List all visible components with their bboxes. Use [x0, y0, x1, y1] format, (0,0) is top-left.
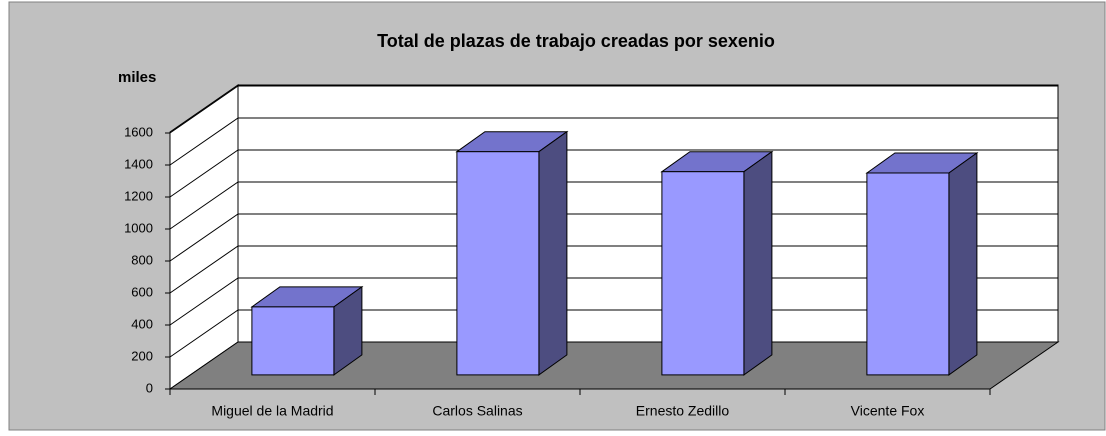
bar	[661, 171, 745, 376]
y-tick-label: 1600	[124, 124, 153, 139]
y-tick-label: 0	[146, 380, 153, 395]
y-tick-label: 800	[131, 252, 153, 267]
x-tick-label: Ernesto Zedillo	[636, 403, 730, 419]
chart-title: Total de plazas de trabajo creadas por s…	[377, 31, 775, 51]
bar	[251, 306, 335, 376]
y-axis-label: miles	[118, 69, 156, 86]
grid-line	[169, 181, 1058, 230]
grid-line	[169, 117, 1058, 166]
x-tick-label: Vicente Fox	[851, 403, 925, 419]
bar	[866, 172, 950, 376]
y-tick-label: 1200	[124, 188, 153, 203]
grid-line	[169, 245, 1058, 294]
bar-side	[538, 130, 568, 376]
y-tick-label: 600	[131, 284, 153, 299]
x-tick-label: Carlos Salinas	[432, 403, 522, 419]
y-tick-label: 200	[131, 348, 153, 363]
y-tick-label: 1400	[124, 156, 153, 171]
grid-line	[169, 149, 1058, 198]
x-tick-label: Miguel de la Madrid	[211, 403, 333, 419]
bar	[456, 151, 540, 376]
grid-line	[169, 277, 1058, 326]
bar-side	[743, 150, 773, 376]
y-tick-label: 400	[131, 316, 153, 331]
grid-line	[169, 85, 1058, 134]
grid-line	[169, 309, 1058, 358]
bar-side	[948, 152, 978, 376]
y-tick-label: 1000	[124, 220, 153, 235]
grid-line	[169, 213, 1058, 262]
